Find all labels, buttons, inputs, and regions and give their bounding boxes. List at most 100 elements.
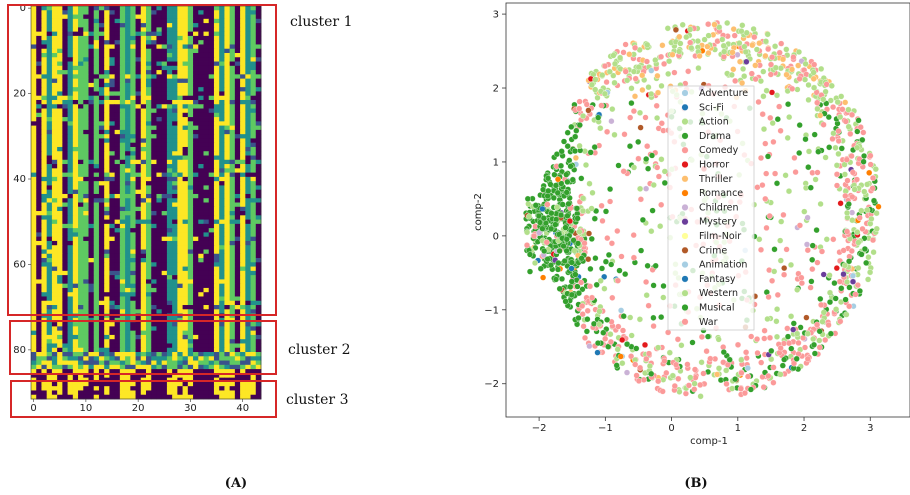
heatmap-cell xyxy=(119,52,126,58)
heatmap-cell xyxy=(104,211,110,216)
heatmap-cell xyxy=(93,185,100,191)
heatmap-cell xyxy=(219,18,225,24)
heatmap-cell xyxy=(161,394,168,400)
heatmap-cell xyxy=(130,326,136,332)
heatmap-cell xyxy=(78,70,84,75)
heatmap-cell xyxy=(31,202,37,208)
heatmap-cell xyxy=(46,121,53,127)
heatmap-cell xyxy=(119,185,126,191)
heatmap-cell xyxy=(151,334,157,340)
heatmap-cell xyxy=(51,6,58,11)
heatmap-cell xyxy=(240,202,246,208)
heatmap-cell xyxy=(255,373,262,379)
heatmap-cell xyxy=(229,326,236,332)
heatmap-cell xyxy=(245,108,251,114)
heatmap-cell xyxy=(234,31,241,37)
heatmap-cell xyxy=(98,189,105,195)
heatmap-cell xyxy=(46,27,53,33)
heatmap-cell xyxy=(255,74,262,80)
scatter-point xyxy=(644,262,651,269)
heatmap-cell xyxy=(83,253,89,259)
heatmap-cell xyxy=(88,95,95,101)
heatmap-cell xyxy=(130,10,136,15)
heatmap-cell xyxy=(182,300,189,306)
heatmap-cell xyxy=(130,95,136,101)
heatmap-cell xyxy=(193,266,199,272)
heatmap-cell xyxy=(245,292,251,297)
heatmap-cell xyxy=(187,23,194,28)
heatmap-cell xyxy=(41,31,48,37)
heatmap-cell xyxy=(98,6,105,11)
heatmap-cell xyxy=(41,326,48,332)
heatmap-cell xyxy=(78,168,84,173)
heatmap-cell xyxy=(51,253,58,259)
heatmap-cell xyxy=(51,142,58,148)
heatmap-cell xyxy=(219,390,225,396)
heatmap-cell xyxy=(250,236,257,242)
heatmap-cell xyxy=(208,381,215,387)
heatmap-cell xyxy=(198,117,204,122)
heatmap-cell xyxy=(41,57,48,62)
heatmap-cell xyxy=(109,99,116,105)
heatmap-cell xyxy=(177,48,183,54)
heatmap-cell xyxy=(166,300,173,306)
heatmap-cell xyxy=(240,330,246,336)
heatmap-cell xyxy=(146,142,152,148)
heatmap-cell xyxy=(98,211,105,216)
heatmap-cell xyxy=(93,172,100,178)
heatmap-cell xyxy=(224,74,231,80)
heatmap-cell xyxy=(203,266,210,272)
heatmap-cell xyxy=(135,121,142,127)
heatmap-cell xyxy=(151,364,157,370)
heatmap-cell xyxy=(146,70,152,75)
heatmap-cell xyxy=(203,189,210,195)
heatmap-cell xyxy=(161,253,168,259)
heatmap-cell xyxy=(31,185,37,191)
heatmap-cell xyxy=(31,146,37,152)
heatmap-cell xyxy=(114,146,121,152)
heatmap-cell xyxy=(67,232,74,238)
heatmap-cell xyxy=(125,44,131,50)
heatmap-cell xyxy=(224,287,231,293)
heatmap-cell xyxy=(245,326,251,332)
heatmap-cell xyxy=(245,57,251,62)
heatmap-cell xyxy=(62,381,68,387)
heatmap-cell xyxy=(93,82,100,88)
heatmap-cell xyxy=(67,57,74,62)
heatmap-cell xyxy=(46,23,53,28)
heatmap-cell xyxy=(36,386,42,391)
heatmap-cell xyxy=(234,6,241,11)
heatmap-cell xyxy=(182,18,189,24)
heatmap-cell xyxy=(104,99,110,105)
heatmap-cell xyxy=(177,245,183,250)
heatmap-cell xyxy=(166,14,173,20)
heatmap-cell xyxy=(187,369,194,374)
heatmap-cell xyxy=(240,326,246,332)
heatmap-cell xyxy=(177,381,183,387)
heatmap-cell xyxy=(245,343,251,349)
heatmap-cell xyxy=(88,185,95,191)
heatmap-cell xyxy=(151,343,157,349)
heatmap-cell xyxy=(224,240,231,246)
heatmap-cell xyxy=(72,258,79,263)
heatmap-cell xyxy=(182,125,189,131)
heatmap-cell xyxy=(109,330,116,336)
heatmap-cell xyxy=(208,253,215,259)
heatmap-cell xyxy=(193,309,199,314)
heatmap-cell xyxy=(140,138,147,144)
heatmap-cell xyxy=(187,129,194,135)
heatmap-cell xyxy=(114,343,121,349)
heatmap-cell xyxy=(219,185,225,191)
heatmap-cell xyxy=(250,99,257,105)
heatmap-cell xyxy=(119,193,126,199)
heatmap-cell xyxy=(203,74,210,80)
heatmap-cell xyxy=(114,125,121,131)
heatmap-cell xyxy=(109,134,116,139)
heatmap-cell xyxy=(203,245,210,250)
heatmap-cell xyxy=(245,356,251,361)
heatmap-cell xyxy=(125,232,131,238)
heatmap-cell xyxy=(41,6,48,11)
heatmap-cell xyxy=(182,48,189,54)
heatmap-cell xyxy=(46,347,53,353)
heatmap-cell xyxy=(57,334,63,340)
